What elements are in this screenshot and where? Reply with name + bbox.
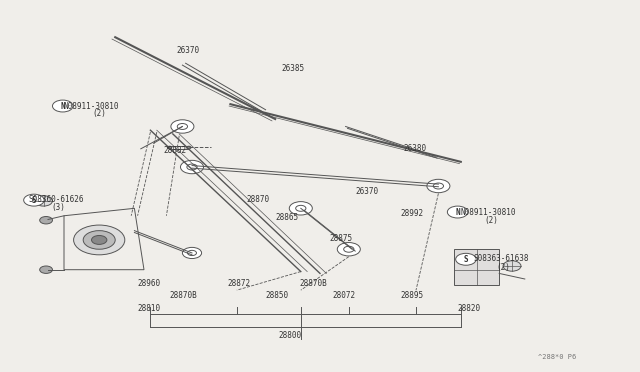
- Circle shape: [182, 247, 202, 259]
- Text: S08363-61638: S08363-61638: [474, 254, 529, 263]
- Circle shape: [35, 196, 52, 206]
- Text: (2): (2): [484, 216, 499, 225]
- Circle shape: [180, 160, 204, 174]
- Circle shape: [40, 266, 52, 273]
- Text: 28992: 28992: [400, 209, 423, 218]
- Text: 28072: 28072: [333, 291, 356, 300]
- Text: N08911-30810: N08911-30810: [64, 102, 120, 110]
- Text: N08911-30810: N08911-30810: [461, 208, 516, 217]
- Text: 28895: 28895: [400, 291, 423, 300]
- Text: 28960: 28960: [138, 279, 161, 288]
- Text: 28870B: 28870B: [170, 291, 197, 300]
- Text: S08360-61626: S08360-61626: [29, 195, 84, 203]
- Text: 28850: 28850: [266, 291, 289, 300]
- Circle shape: [40, 217, 52, 224]
- Text: 28872: 28872: [227, 279, 250, 288]
- Text: N: N: [455, 208, 460, 217]
- Circle shape: [337, 243, 360, 256]
- Circle shape: [168, 146, 172, 149]
- Text: 28870B: 28870B: [300, 279, 327, 288]
- Text: 26380: 26380: [403, 144, 426, 153]
- Text: 26370: 26370: [355, 187, 378, 196]
- Text: 28810: 28810: [138, 304, 161, 313]
- Circle shape: [186, 146, 191, 149]
- Text: (2): (2): [93, 109, 107, 118]
- Text: (2): (2): [496, 263, 510, 272]
- Circle shape: [456, 253, 476, 265]
- Circle shape: [447, 206, 468, 218]
- Text: S: S: [463, 255, 468, 264]
- Circle shape: [171, 120, 194, 133]
- Circle shape: [52, 100, 73, 112]
- Text: 28820: 28820: [458, 304, 481, 313]
- Text: 28870: 28870: [246, 195, 269, 203]
- Circle shape: [92, 235, 107, 244]
- Circle shape: [83, 231, 115, 249]
- Text: 26385: 26385: [282, 64, 305, 73]
- Text: 28875: 28875: [330, 234, 353, 243]
- Circle shape: [427, 179, 450, 193]
- Circle shape: [74, 225, 125, 255]
- Circle shape: [503, 261, 521, 271]
- Text: S: S: [31, 196, 36, 205]
- Bar: [454, 249, 499, 285]
- Text: ^288*0 P6: ^288*0 P6: [538, 354, 576, 360]
- Text: N: N: [60, 102, 65, 110]
- Circle shape: [24, 194, 44, 206]
- Circle shape: [289, 202, 312, 215]
- Text: 28865: 28865: [275, 213, 298, 222]
- Text: 28800: 28800: [278, 331, 301, 340]
- Text: 28882: 28882: [163, 146, 186, 155]
- Text: (3): (3): [51, 203, 65, 212]
- Text: 26370: 26370: [176, 46, 199, 55]
